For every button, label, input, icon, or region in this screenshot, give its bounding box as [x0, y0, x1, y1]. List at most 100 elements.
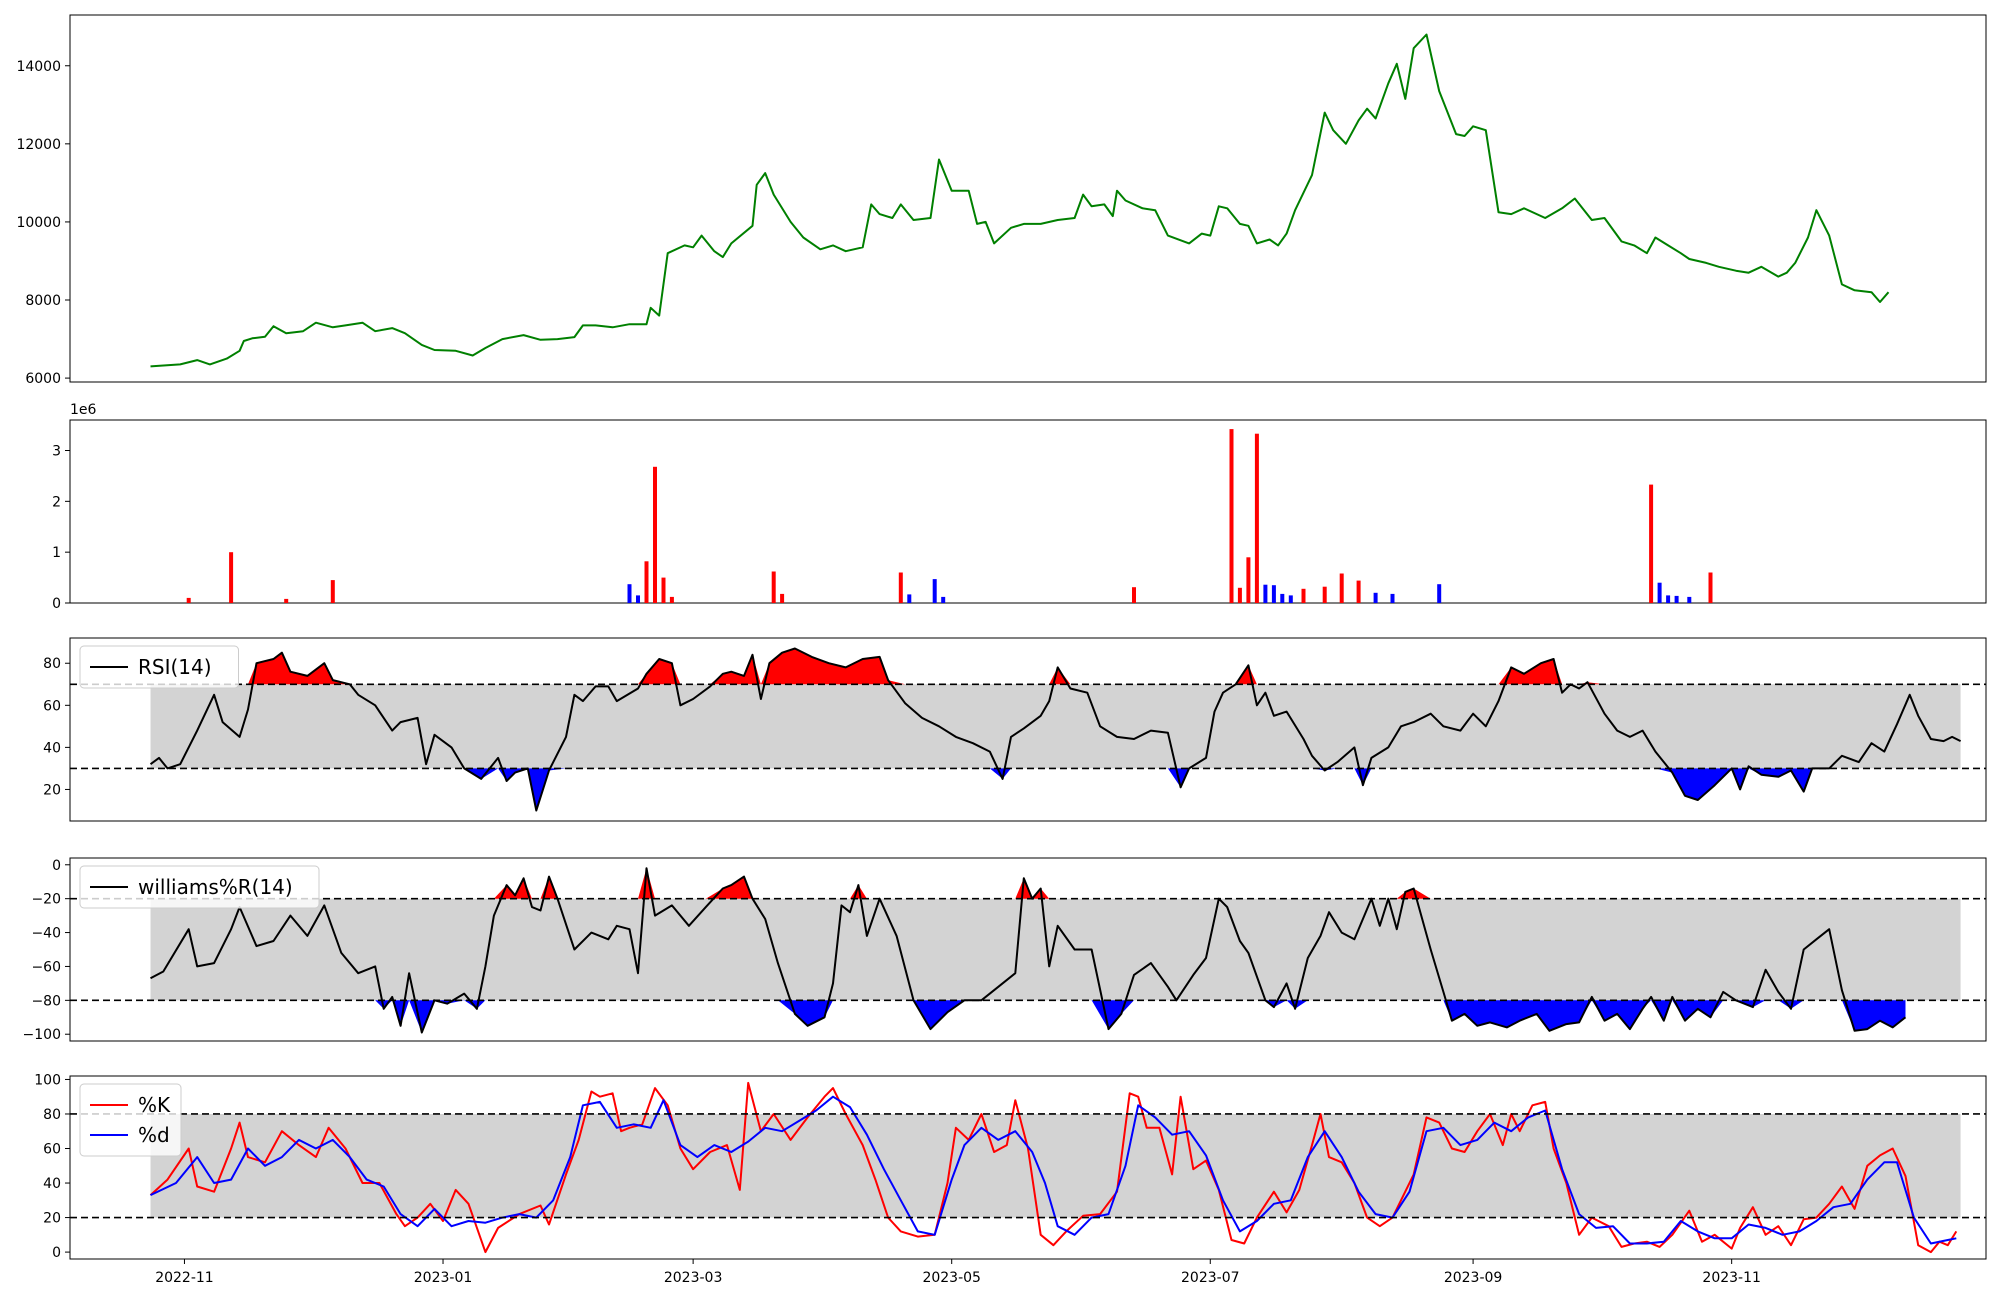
- rsi-ytick-label: 20: [43, 782, 61, 798]
- volume-bar: [1301, 588, 1306, 603]
- volume-bar: [284, 598, 289, 603]
- volume-panel: 0 1 2 3 1e6: [52, 402, 1987, 612]
- volume-bar: [1288, 595, 1293, 603]
- volume-bar: [780, 593, 785, 603]
- williams-r-ytick-label: −40: [31, 926, 61, 942]
- volume-bar: [1339, 573, 1344, 603]
- stochastic-legend-label: %K: [138, 1093, 171, 1117]
- stochastic-neutral-band: [150, 1113, 1961, 1218]
- volume-bar: [229, 552, 234, 603]
- volume-ytick-label: 1: [52, 545, 61, 561]
- volume-bar: [186, 597, 191, 603]
- volume-bar: [1322, 586, 1327, 603]
- williams-r-ytick-label: −60: [31, 959, 61, 975]
- x-axis-tick-label: 2023-07: [1181, 1270, 1240, 1286]
- rsi-series-line: [149, 647, 1962, 812]
- price-frame: [69, 14, 1987, 383]
- volume-frame: [69, 419, 1987, 604]
- williams-r-oversold-fill: [150, 1000, 1906, 1033]
- volume-bar: [1254, 433, 1259, 603]
- volume-bar: [1132, 587, 1136, 603]
- stochastic-ytick-label: 40: [43, 1176, 61, 1192]
- stochastic-frame: [69, 1075, 1987, 1260]
- volume-bar: [653, 466, 657, 603]
- price-series-line: [150, 33, 1890, 368]
- volume-bar: [1666, 595, 1671, 603]
- volume-bar: [669, 596, 674, 603]
- volume-bar: [1649, 484, 1654, 603]
- volume-bar: [1657, 582, 1662, 603]
- x-axis-tick-label: 2023-09: [1444, 1270, 1503, 1286]
- price-ytick-label: 8000: [25, 293, 61, 309]
- volume-bar: [636, 595, 640, 603]
- price-ytick-label: 10000: [16, 215, 61, 231]
- stochastic-legend-label: %d: [138, 1123, 170, 1147]
- volume-bar: [627, 584, 632, 603]
- rsi-oversold-fill: [150, 768, 1961, 811]
- williams-r-panel: −100 −80 −60 −40 −20 0 williams%R(14): [23, 857, 1987, 1043]
- price-panel: 6000 8000 10000 12000 14000: [16, 14, 1987, 387]
- rsi-frame: [69, 637, 1987, 822]
- x-axis-tick-label: 2023-05: [922, 1270, 981, 1286]
- williams-r-overbought-fill: [150, 868, 1906, 899]
- volume-bar: [932, 579, 937, 603]
- stochastic-ytick-label: 0: [52, 1245, 61, 1261]
- volume-bar: [1229, 429, 1234, 603]
- williams-r-ytick-label: −80: [31, 993, 61, 1009]
- stochastic-legend: [79, 1083, 182, 1157]
- williams-r-neutral-band: [150, 898, 1961, 1001]
- volume-bar: [1263, 584, 1268, 603]
- stochastic-ytick-label: 100: [34, 1072, 61, 1088]
- volume-bar: [1246, 557, 1251, 604]
- stochastic-ytick-label: 60: [43, 1142, 61, 1158]
- volume-bar: [1437, 584, 1442, 603]
- rsi-ytick-label: 80: [43, 656, 61, 672]
- x-axis-tick-label: 2023-01: [414, 1270, 473, 1286]
- volume-ytick-label: 0: [52, 596, 61, 612]
- williams-r-series-line: [150, 867, 1907, 1034]
- volume-bar: [1356, 580, 1361, 603]
- x-axis-tick-label: 2022-11: [155, 1270, 214, 1286]
- volume-bar: [1373, 592, 1378, 603]
- volume-bar: [898, 572, 903, 603]
- stochastic-d-line: [150, 1095, 1957, 1245]
- x-axis-tick-label: 2023-03: [664, 1270, 723, 1286]
- rsi-panel: 20 40 60 80 RSI(14): [43, 637, 1987, 822]
- volume-bar: [1708, 572, 1713, 603]
- rsi-ytick-label: 40: [43, 740, 61, 756]
- volume-ytick-label: 3: [52, 444, 61, 460]
- stochastic-k-line: [149, 1081, 1958, 1254]
- rsi-legend: [79, 645, 239, 689]
- price-ytick-label: 14000: [16, 59, 61, 75]
- x-axis-tick-label: 2023-11: [1702, 1270, 1761, 1286]
- volume-ytick-label: 2: [52, 494, 61, 510]
- stochastic-ytick-label: 80: [43, 1107, 61, 1123]
- williams-r-ytick-label: 0: [52, 858, 61, 874]
- volume-bar: [330, 580, 335, 603]
- williams-r-ytick-label: −100: [23, 1027, 61, 1043]
- stochastic-panel: 0 20 40 60 80 100 %K %d 2022-11 2023-01 2023-03 202…: [34, 1072, 1987, 1286]
- stochastic-ytick-label: 20: [43, 1211, 61, 1227]
- volume-bar: [1390, 593, 1395, 603]
- volume-bar: [771, 571, 776, 603]
- volume-bar: [941, 596, 946, 603]
- rsi-legend-label: RSI(14): [138, 655, 212, 679]
- williams-r-legend: [79, 865, 320, 909]
- rsi-neutral-band: [150, 684, 1961, 769]
- volume-bar: [661, 577, 666, 603]
- williams-r-ytick-label: −20: [31, 892, 61, 908]
- rsi-ytick-label: 60: [43, 698, 61, 714]
- volume-bar: [1237, 587, 1242, 604]
- volume-bar: [644, 561, 649, 603]
- williams-r-legend-label: williams%R(14): [138, 875, 293, 899]
- volume-bar: [1280, 593, 1285, 603]
- volume-bar: [1674, 595, 1679, 603]
- volume-bar: [907, 594, 912, 603]
- price-ytick-label: 12000: [16, 137, 61, 153]
- price-ytick-label: 6000: [25, 371, 61, 387]
- volume-bar: [1687, 596, 1692, 603]
- volume-scale-label: 1e6: [70, 402, 97, 418]
- volume-bar: [1271, 585, 1276, 603]
- williams-r-frame: [69, 857, 1987, 1042]
